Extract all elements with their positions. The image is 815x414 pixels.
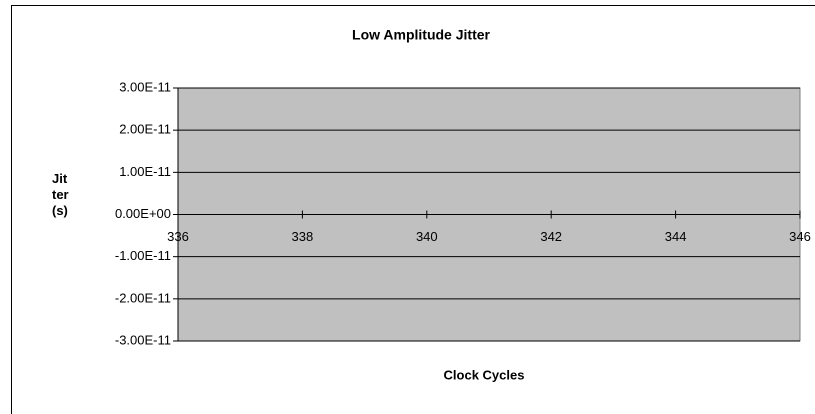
- y-tick-label: 3.00E-11: [119, 79, 171, 94]
- x-tick-label: 336: [167, 229, 189, 244]
- x-tick-label: 340: [416, 229, 438, 244]
- y-tick-label: 1.00E-11: [119, 164, 171, 179]
- y-tick-label: -1.00E-11: [115, 248, 171, 263]
- y-tick-label: 2.00E-11: [119, 122, 171, 137]
- y-tick-label: -2.00E-11: [115, 290, 171, 305]
- y-tick-label: -3.00E-11: [115, 332, 171, 347]
- x-tick-label: 344: [665, 229, 687, 244]
- x-axis-label: Clock Cycles: [444, 367, 525, 382]
- chart-title: Low Amplitude Jitter: [352, 27, 490, 43]
- x-tick-label: 342: [540, 229, 562, 244]
- y-axis-label: Jitter (s): [52, 171, 69, 218]
- x-tick-label: 338: [292, 229, 314, 244]
- y-tick-label: 0.00E+00: [115, 206, 171, 221]
- x-tick-label: 346: [789, 229, 811, 244]
